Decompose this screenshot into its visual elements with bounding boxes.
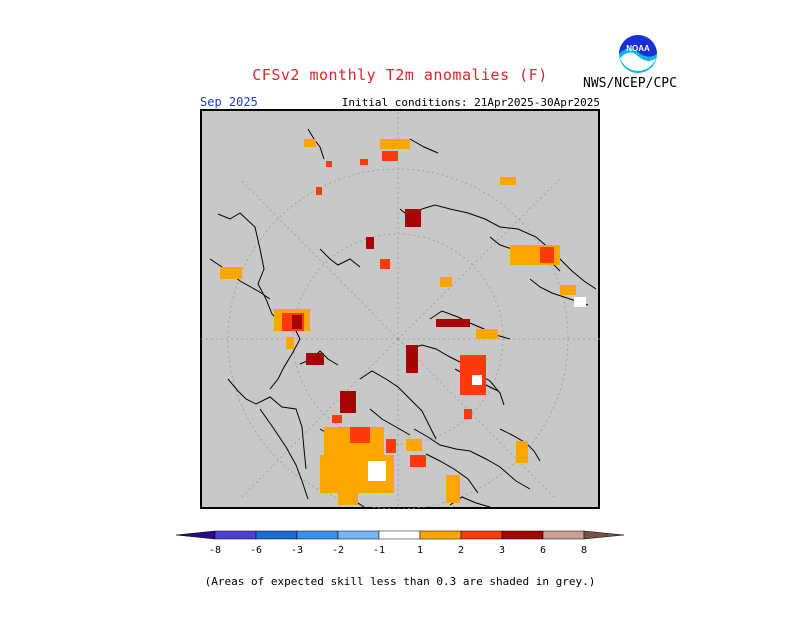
chart-title: CFSv2 monthly T2m anomalies (F) xyxy=(252,66,548,84)
colorbar-tick-label: 3 xyxy=(499,545,505,556)
initial-conditions-label: Initial conditions: 21Apr2025-30Apr2025 xyxy=(341,96,600,109)
skill-footnote: (Areas of expected skill less than 0.3 a… xyxy=(204,575,596,588)
colorbar-high-extend xyxy=(583,530,625,540)
colorbar-bin xyxy=(419,530,462,540)
noaa-logo-text: NOAA xyxy=(626,44,650,53)
colorbar-bin xyxy=(460,530,503,540)
colorbar-tick-label: 6 xyxy=(540,545,546,556)
map-background xyxy=(200,109,600,509)
colorbar-tick-label: 2 xyxy=(458,545,464,556)
colorbar-bin xyxy=(337,530,380,540)
colorbar-bin xyxy=(296,530,339,540)
colorbar-tick-label: -1 xyxy=(373,545,385,556)
colorbar-bin xyxy=(378,530,421,540)
noaa-logo: NOAA xyxy=(619,35,657,73)
colorbar-bin xyxy=(255,530,298,540)
colorbar-bin xyxy=(214,530,257,540)
valid-month-label: Sep 2025 xyxy=(200,95,258,109)
colorbar-low-extend xyxy=(175,530,216,540)
colorbar-tick-label: -2 xyxy=(332,545,344,556)
polar-map xyxy=(200,109,600,509)
colorbar-tick-label: 8 xyxy=(581,545,587,556)
colorbar-bin xyxy=(542,530,585,540)
colorbar-bin xyxy=(501,530,544,540)
colorbar-tick-label: 1 xyxy=(417,545,423,556)
anomaly-patches xyxy=(220,139,586,505)
colorbar-tick-label: -3 xyxy=(291,545,303,556)
colorbar-tick-label: -6 xyxy=(250,545,262,556)
agency-label: NWS/NCEP/CPC xyxy=(583,76,677,91)
colorbar: -8 -6 -3 -2 -1 1 2 3 6 8 xyxy=(175,530,625,556)
colorbar-tick-label: -8 xyxy=(209,545,221,556)
